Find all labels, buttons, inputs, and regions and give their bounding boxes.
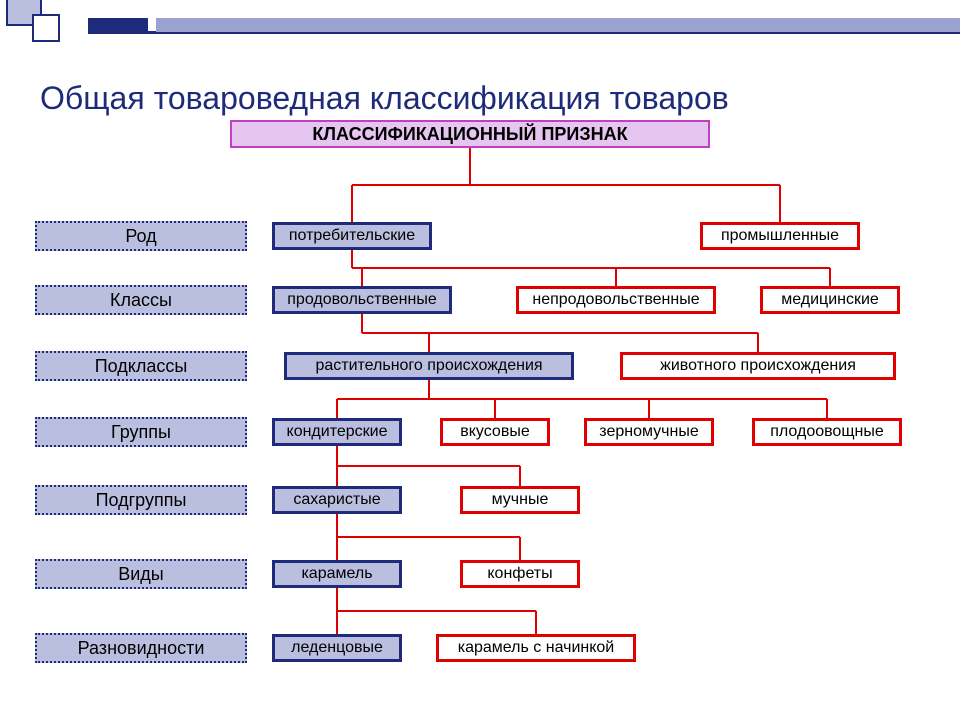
node-klassy-1: непродовольственные [516, 286, 716, 314]
node-gruppy-1: вкусовые [440, 418, 550, 446]
node-vidy-1: конфеты [460, 560, 580, 588]
level-label-rod: Род [35, 221, 247, 251]
node-vidy-0: карамель [272, 560, 402, 588]
level-label-gruppy: Группы [35, 417, 247, 447]
node-podgruppy-0: сахаристые [272, 486, 402, 514]
level-label-vidy: Виды [35, 559, 247, 589]
level-label-podgruppy: Подгруппы [35, 485, 247, 515]
node-raznov-0: леденцовые [272, 634, 402, 662]
level-label-raznov: Разновидности [35, 633, 247, 663]
node-podklassy-0: растительного происхождения [284, 352, 574, 380]
node-raznov-1: карамель с начинкой [436, 634, 636, 662]
node-podklassy-1: животного происхождения [620, 352, 896, 380]
node-rod-1: промышленные [700, 222, 860, 250]
node-klassy-0: продовольственные [272, 286, 452, 314]
node-gruppy-2: зерномучные [584, 418, 714, 446]
level-label-podklassy: Подклассы [35, 351, 247, 381]
node-podgruppy-1: мучные [460, 486, 580, 514]
root-node: КЛАССИФИКАЦИОННЫЙ ПРИЗНАК [230, 120, 710, 148]
node-gruppy-0: кондитерские [272, 418, 402, 446]
level-label-klassy: Классы [35, 285, 247, 315]
node-gruppy-3: плодоовощные [752, 418, 902, 446]
node-rod-0: потребительские [272, 222, 432, 250]
diagram-canvas: КЛАССИФИКАЦИОННЫЙ ПРИЗНАК Род потребительс… [0, 0, 960, 720]
node-klassy-2: медицинские [760, 286, 900, 314]
